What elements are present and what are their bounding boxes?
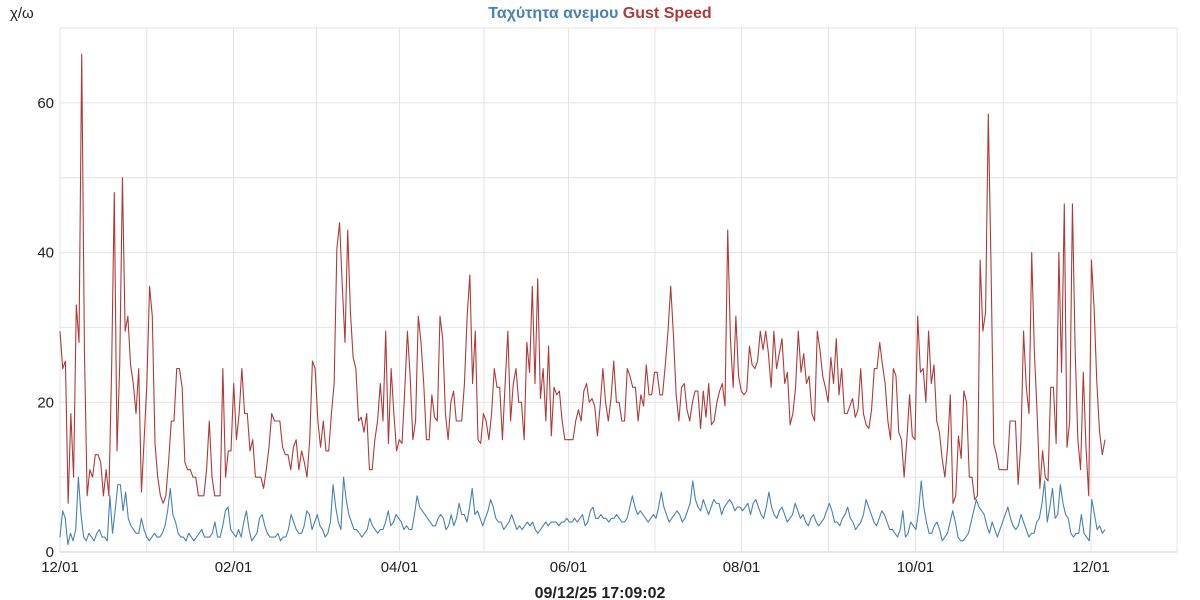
y-tick-label: 40 [37, 245, 54, 262]
x-axis-ticks: 12/01 02/01 04/01 06/01 08/01 10/01 12/01 [41, 559, 1110, 576]
title-gust-speed: Gust Speed [623, 5, 712, 22]
x-tick-label: 08/01 [723, 559, 761, 576]
y-axis-label: χ/ω [10, 5, 34, 22]
title-wind-speed: Ταχύτητα ανεμου [488, 5, 618, 22]
chart-title: Ταχύτητα ανεμου Gust Speed [488, 5, 711, 22]
y-axis-ticks: 0 20 40 60 [37, 95, 54, 561]
series-line-wind-speed [59, 476, 1106, 546]
grid [59, 27, 1178, 553]
x-tick-label: 12/01 [1072, 559, 1110, 576]
y-tick-label: 20 [37, 394, 54, 411]
x-tick-label: 12/01 [41, 559, 79, 576]
series-layer [59, 53, 1106, 546]
x-tick-label: 10/01 [897, 559, 935, 576]
x-tick-label: 04/01 [381, 559, 419, 576]
x-tick-label: 02/01 [215, 559, 253, 576]
y-tick-label: 0 [46, 544, 54, 561]
x-tick-label: 06/01 [550, 559, 588, 576]
y-tick-label: 60 [37, 95, 54, 112]
timestamp-footer: 09/12/25 17:09:02 [535, 585, 666, 600]
series-line-gust-speed [59, 53, 1106, 504]
